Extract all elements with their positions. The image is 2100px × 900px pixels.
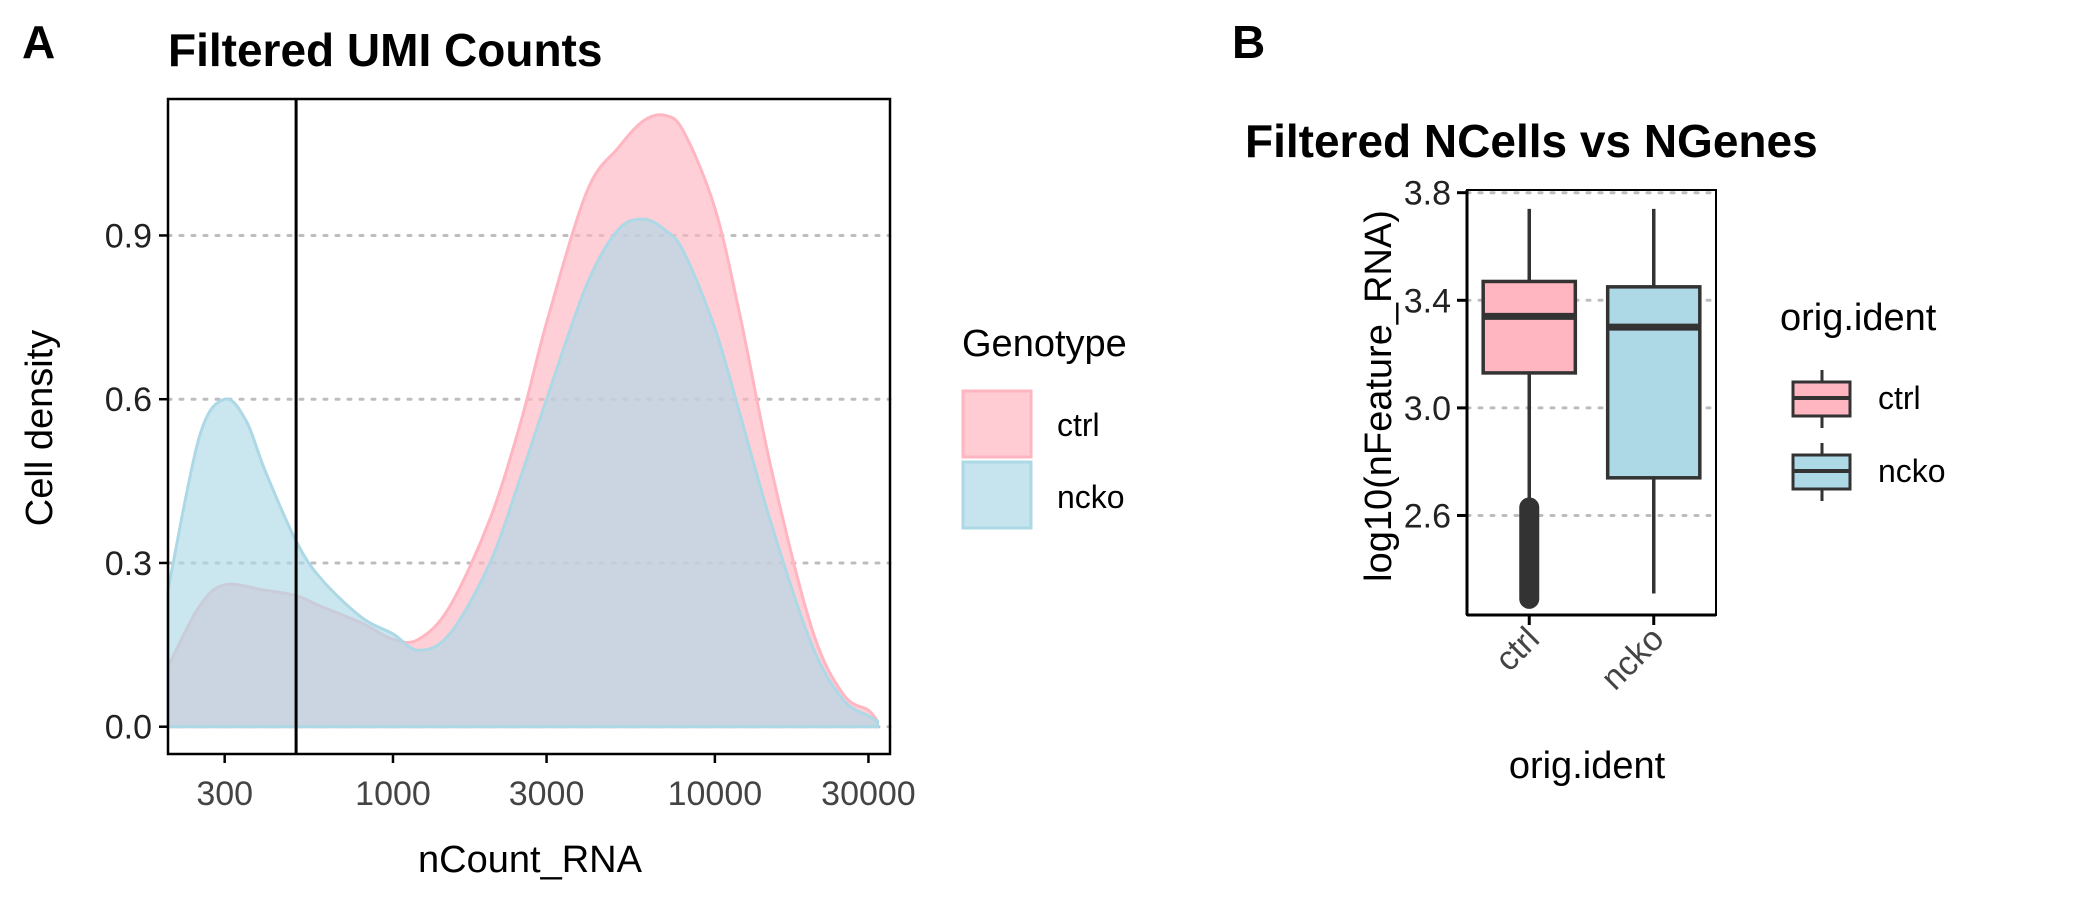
density-y-tick-label-3: 0.9 xyxy=(105,217,152,255)
boxplot-x-tick-label-ctrl: ctrl xyxy=(1488,620,1547,679)
density-areas xyxy=(166,113,879,729)
orig-ident-legend: orig.ident ctrl ncko xyxy=(1780,297,1946,501)
density-x-tick-label-4: 30000 xyxy=(821,775,916,813)
boxplot-chart-title: Filtered NCells vs NGenes xyxy=(1245,115,1818,167)
boxplot-box-ctrl xyxy=(1481,208,1578,609)
genotype-legend-title: Genotype xyxy=(962,323,1127,365)
boxplot-x-tick-label-ncko: ncko xyxy=(1594,620,1672,698)
boxplot-boxes xyxy=(1481,208,1702,609)
box-ncko xyxy=(1605,285,1702,480)
legend-label-ncko-box: ncko xyxy=(1878,453,1946,489)
density-x-tick-label-1: 1000 xyxy=(355,775,431,813)
legend-label-ctrl: ctrl xyxy=(1057,407,1100,443)
boxplot-box-ncko xyxy=(1605,208,1702,594)
boxplot-x-axis: ctrl ncko xyxy=(1488,615,1671,697)
legend-key-ctrl-box xyxy=(1791,370,1852,428)
boxplot-y-tick-label-1: 3.0 xyxy=(1404,390,1451,428)
density-y-axis-label: Cell density xyxy=(19,330,61,526)
boxplot-y-axis: 2.6 3.0 3.4 3.8 xyxy=(1404,175,1467,535)
legend-label-ncko: ncko xyxy=(1057,479,1125,515)
density-y-tick-label-2: 0.6 xyxy=(105,381,152,419)
density-x-tick-label-3: 10000 xyxy=(668,775,763,813)
box-ctrl xyxy=(1481,279,1578,375)
density-x-tick-label-2: 3000 xyxy=(509,775,585,813)
density-y-tick-label-0: 0.0 xyxy=(105,709,152,747)
density-chart-title: Filtered UMI Counts xyxy=(168,24,602,76)
legend-label-ctrl-box: ctrl xyxy=(1878,380,1921,416)
density-x-axis-label: nCount_RNA xyxy=(418,839,643,881)
panel-label-a: A xyxy=(22,16,55,68)
boxplot-panel: Filtered NCells vs NGenes 2.6 3.0 3.4 3.8 c… xyxy=(1245,115,1818,787)
boxplot-y-tick-label-2: 3.4 xyxy=(1404,282,1451,320)
density-plot-frame xyxy=(166,97,892,756)
boxplot-x-axis-label: orig.ident xyxy=(1509,745,1666,787)
boxplot-y-tick-label-3: 3.8 xyxy=(1404,175,1451,213)
density-y-tick-label-1: 0.3 xyxy=(105,545,152,583)
boxplot-y-tick-label-0: 2.6 xyxy=(1404,497,1451,535)
boxplot-y-axis-label: log10(nFeature_RNA) xyxy=(1358,210,1400,582)
orig-ident-legend-title: orig.ident xyxy=(1780,297,1937,339)
legend-key-ctrl-fill xyxy=(961,389,1033,459)
density-panel: Filtered UMI Counts 0.0 0.3 0.6 0.9 300 1000… xyxy=(19,24,916,881)
genotype-legend: Genotype ctrl ncko xyxy=(961,323,1127,530)
density-x-axis: 300 1000 3000 10000 30000 xyxy=(196,754,916,813)
density-x-tick-label-0: 300 xyxy=(196,775,253,813)
legend-key-ncko-box xyxy=(1791,443,1852,501)
density-y-axis: 0.0 0.3 0.6 0.9 xyxy=(105,217,168,747)
density-area-ncko xyxy=(166,217,879,729)
panel-label-b: B xyxy=(1232,16,1265,68)
legend-key-ncko-fill xyxy=(961,460,1033,530)
